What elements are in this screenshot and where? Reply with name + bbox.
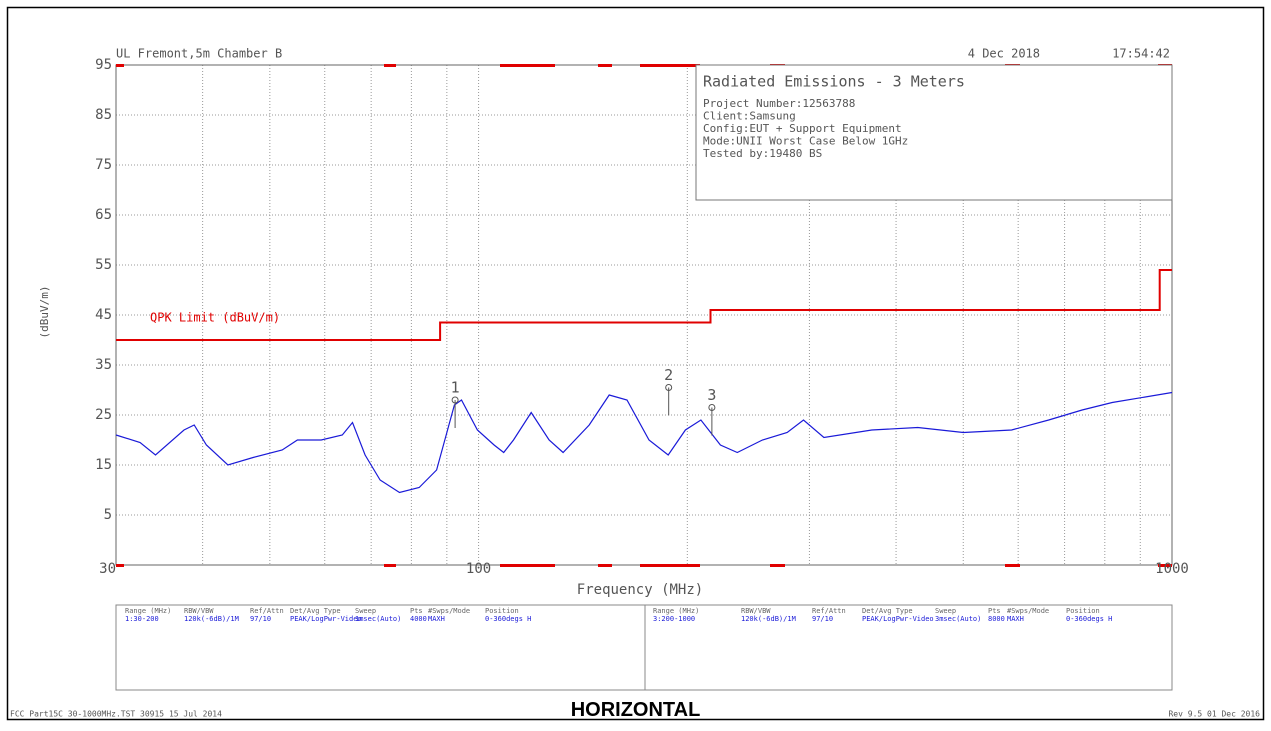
marker-label: 3	[707, 386, 716, 404]
edge-dash	[640, 64, 700, 67]
settings-header: Det/Avg Type	[862, 607, 913, 615]
edge-dash	[384, 64, 396, 67]
edge-dash	[116, 64, 124, 67]
info-box	[695, 64, 1173, 201]
y-tick-label: 65	[95, 207, 112, 223]
settings-value: MAXH	[428, 615, 445, 623]
settings-header: Ref/Attn	[812, 607, 846, 615]
settings-header: Position	[1066, 607, 1100, 615]
info-line: Mode:UNII Worst Case Below 1GHz	[703, 135, 908, 148]
edge-dash	[500, 564, 555, 567]
edge-dash	[770, 564, 785, 567]
y-tick-label: 15	[95, 457, 112, 473]
y-tick-label: 85	[95, 107, 112, 123]
settings-header: Ref/Attn	[250, 607, 284, 615]
y-tick-label: 25	[95, 407, 112, 423]
x-tick-label: 1000	[1155, 561, 1189, 577]
series-line	[115, 391, 1173, 494]
time: 17:54:42	[1112, 47, 1170, 61]
series-line	[116, 269, 1172, 341]
y-tick-label: 35	[95, 357, 112, 373]
edge-dash	[116, 564, 124, 567]
settings-header: Pts	[988, 607, 1001, 615]
edge-dash	[500, 64, 555, 67]
marker	[665, 384, 673, 391]
edge-dash	[384, 564, 396, 567]
settings-header: RBW/VBW	[184, 607, 214, 615]
settings-value: 4000	[410, 615, 427, 623]
edge-dash	[598, 64, 612, 67]
info-line: Project Number:12563788	[703, 97, 855, 110]
settings-header: Range (MHz)	[653, 607, 699, 615]
settings-value: 120k(-6dB)/1M	[741, 615, 796, 623]
settings-header: #Swps/Mode	[428, 607, 470, 615]
settings-value: 8000	[988, 615, 1005, 623]
settings-value: 0-360degs H	[485, 615, 531, 623]
settings-value: 3msec(Auto)	[935, 615, 981, 623]
y-tick-label: 55	[95, 257, 112, 273]
settings-box	[115, 604, 1173, 691]
info-line: Config:EUT + Support Equipment	[703, 122, 902, 135]
settings-value: PEAK/LogPwr-Video	[862, 615, 934, 623]
settings-value: 97/10	[812, 615, 833, 623]
limit-label: QPK Limit (dBuV/m)	[150, 311, 280, 325]
settings-value: 0-360degs H	[1066, 615, 1112, 623]
settings-header: Position	[485, 607, 519, 615]
settings-value: 3:200-1000	[653, 615, 695, 623]
x-axis-label: Frequency (MHz)	[577, 582, 703, 598]
settings-header: Det/Avg Type	[290, 607, 341, 615]
settings-value: 97/10	[250, 615, 271, 623]
settings-header: Range (MHz)	[125, 607, 171, 615]
settings-header: Sweep	[355, 607, 376, 615]
settings-header: RBW/VBW	[741, 607, 771, 615]
marker	[708, 404, 716, 411]
settings-value: MAXH	[1007, 615, 1024, 623]
settings-header: #Swps/Mode	[1007, 607, 1049, 615]
settings-value: PEAK/LogPwr-Video	[290, 615, 362, 623]
edge-dash	[1005, 564, 1020, 567]
y-tick-label: 45	[95, 307, 112, 323]
x-tick-label: 30	[99, 561, 116, 577]
date: 4 Dec 2018	[968, 47, 1040, 61]
edge-dash	[1158, 564, 1172, 567]
settings-value: 1msec(Auto)	[355, 615, 401, 623]
edge-dash	[598, 564, 612, 567]
outer-border	[6, 6, 1265, 721]
info-line: Tested by:19480 BS	[703, 147, 822, 160]
y-tick-label: 75	[95, 157, 112, 173]
footer-left: FCC Part15C 30-1000MHz.TST 30915 15 Jul …	[10, 710, 222, 719]
footer-right: Rev 9.5 01 Dec 2016	[1168, 710, 1260, 719]
settings-header: Pts	[410, 607, 423, 615]
y-axis-label: (dBuV/m)	[38, 286, 51, 339]
marker-label: 2	[664, 366, 673, 384]
marker-label: 1	[451, 379, 460, 397]
marker	[451, 396, 459, 404]
info-title: Radiated Emissions - 3 Meters	[703, 73, 965, 91]
y-tick-label: 95	[95, 57, 112, 73]
y-tick-label: 5	[104, 507, 112, 523]
settings-value: 120k(-6dB)/1M	[184, 615, 239, 623]
settings-header: Sweep	[935, 607, 956, 615]
settings-value: 1:30-200	[125, 615, 159, 623]
site: UL Fremont,5m Chamber B	[116, 47, 282, 61]
edge-dash	[640, 564, 700, 567]
info-line: Client:Samsung	[703, 110, 796, 123]
caption: HORIZONTAL	[570, 699, 701, 721]
x-tick-label: 100	[466, 561, 491, 577]
